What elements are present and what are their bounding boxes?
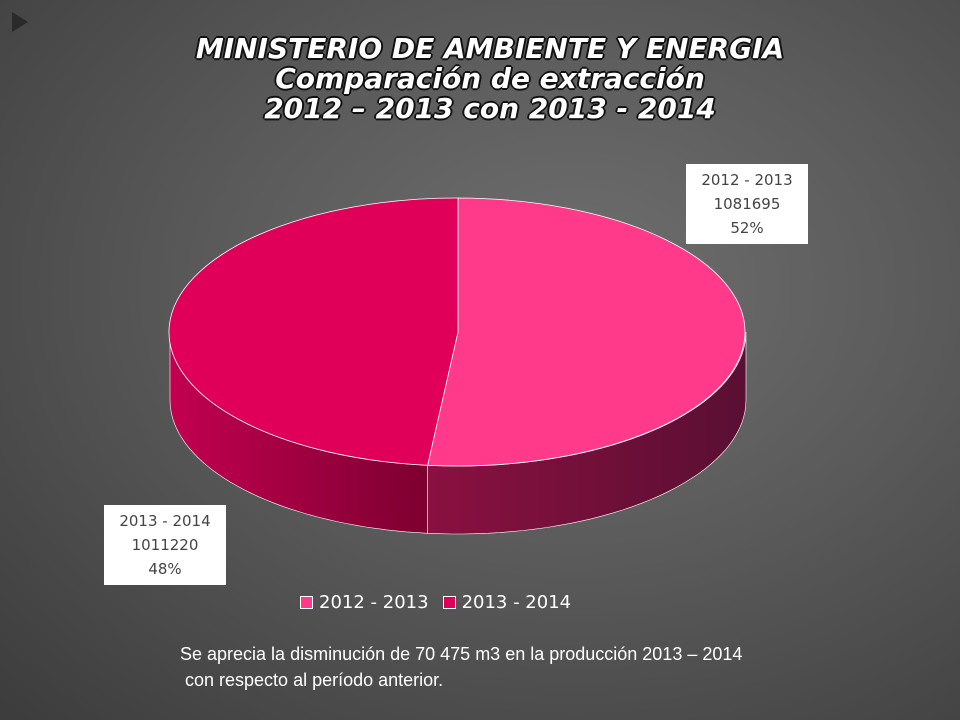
data-label-category: 2013 - 2014 <box>119 512 211 530</box>
note-line-2: con respecto al período anterior. <box>180 670 444 690</box>
slide-title: MINISTERIO DE AMBIENTE Y ENERGIA Compara… <box>150 34 830 124</box>
note-line-1: Se aprecia la disminución de 70 475 m3 e… <box>180 644 743 664</box>
slide-corner-arrow-icon <box>12 12 28 32</box>
data-label-category: 2012 - 2013 <box>701 171 793 189</box>
data-label-value: 1011220 <box>131 536 199 554</box>
chart-legend: 2012 - 2013 2013 - 2014 <box>300 592 571 613</box>
legend-label: 2012 - 2013 <box>319 592 429 613</box>
legend-label: 2013 - 2014 <box>461 592 572 613</box>
data-label-percent: 52% <box>730 219 764 237</box>
legend-swatch <box>442 596 456 609</box>
legend-entry-2012-2013: 2012 - 2013 <box>300 592 429 613</box>
title-line-1: MINISTERIO DE AMBIENTE Y ENERGIA <box>195 32 785 65</box>
data-label-2012-2013: 2012 - 2013 1081695 52% <box>686 164 808 244</box>
legend-entry-2013-2014: 2013 - 2014 <box>442 592 572 613</box>
data-label-value: 1081695 <box>713 195 781 213</box>
pie-slice-1 <box>427 197 746 467</box>
title-line-3: 2012 – 2013 con 2013 - 2014 <box>264 92 716 125</box>
pie-slice-2 <box>168 197 459 466</box>
legend-swatch <box>300 596 313 609</box>
data-label-percent: 48% <box>148 560 182 578</box>
title-line-2: Comparación de extracción <box>275 62 705 95</box>
pie-tops <box>168 197 746 467</box>
data-label-2013-2014: 2013 - 2014 1011220 48% <box>104 505 226 585</box>
slide-note: Se aprecia la disminución de 70 475 m3 e… <box>180 641 940 693</box>
